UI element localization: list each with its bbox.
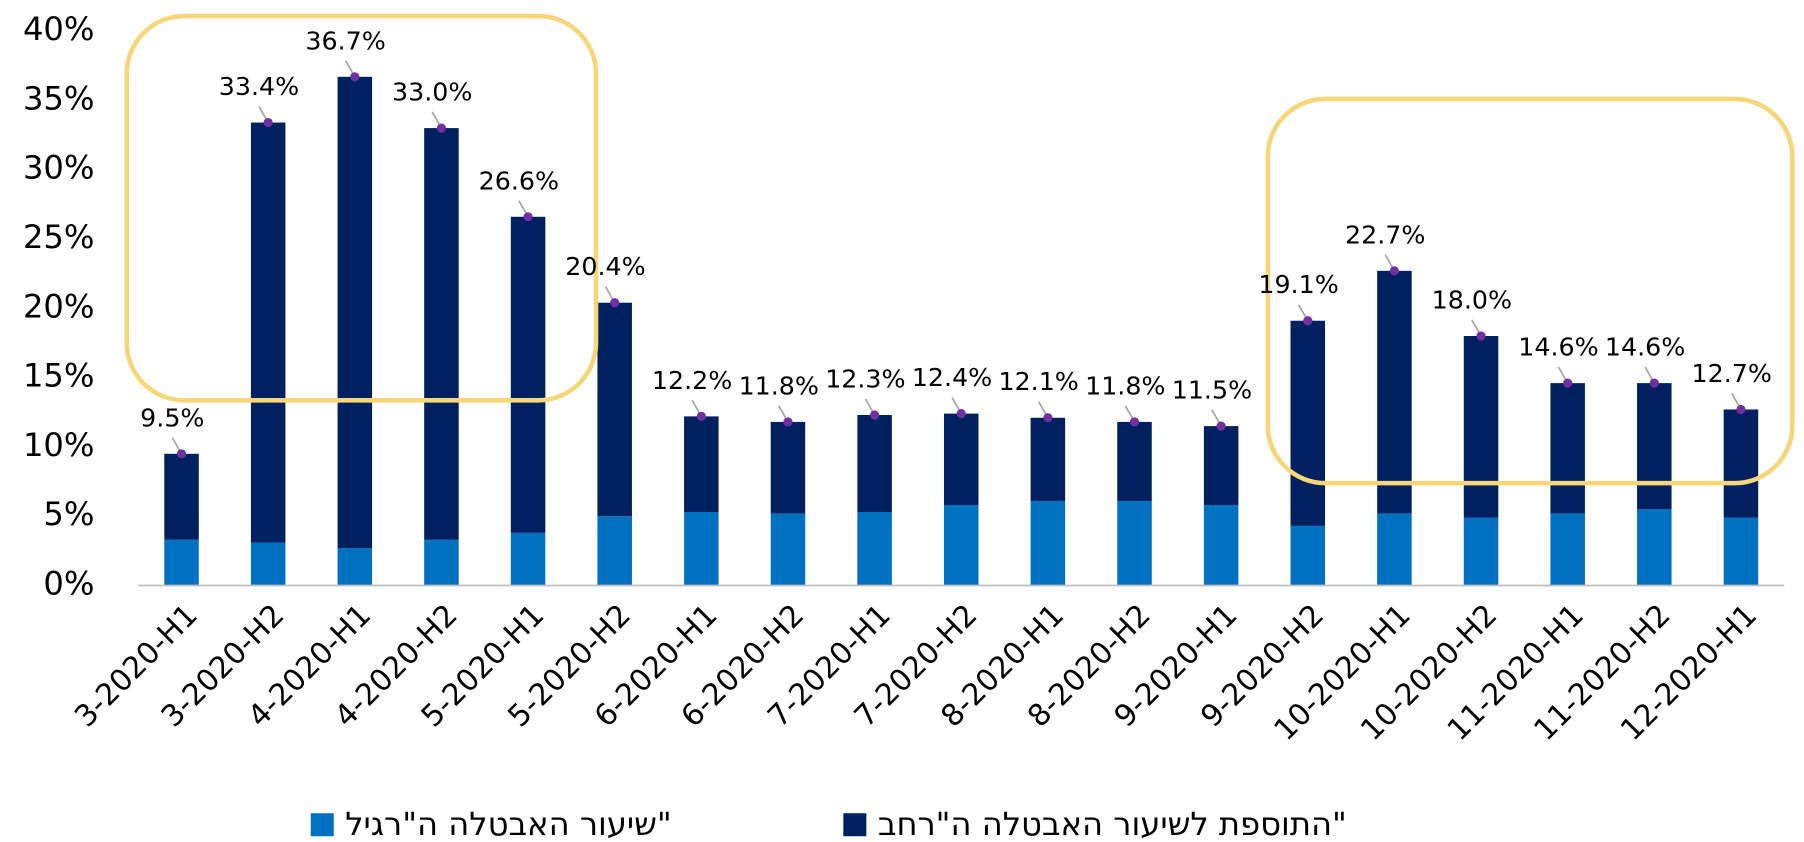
bar-segment xyxy=(1637,383,1672,510)
data-label: 14.6% xyxy=(1605,333,1685,362)
bar-segment xyxy=(684,416,719,513)
bar-segment xyxy=(1203,505,1239,586)
y-tick-label: 20% xyxy=(23,287,95,325)
bar-segment xyxy=(164,539,199,586)
legend-label: התוספת לשיעור האבטלה ה"רחב" xyxy=(878,805,1347,842)
data-label: 22.7% xyxy=(1345,220,1425,249)
data-label: 12.2% xyxy=(652,366,732,395)
data-label: 36.7% xyxy=(305,26,385,55)
bar-segment xyxy=(1723,517,1759,586)
bar-segment xyxy=(1723,409,1759,518)
bar-segment xyxy=(684,512,719,586)
y-tick-label: 10% xyxy=(23,426,95,464)
total-marker xyxy=(263,117,273,128)
bar-segment xyxy=(597,302,632,517)
data-label: 11.5% xyxy=(1172,376,1252,405)
legend-swatch xyxy=(310,813,334,837)
total-marker xyxy=(870,410,880,420)
total-marker xyxy=(1043,413,1053,423)
bar-segment xyxy=(770,513,806,586)
data-label: 26.6% xyxy=(479,166,559,195)
total-marker xyxy=(1649,378,1659,388)
total-marker xyxy=(610,298,620,308)
total-marker xyxy=(523,212,533,222)
y-tick-label: 25% xyxy=(23,218,95,256)
bar-segment xyxy=(510,532,546,586)
y-tick-label: 35% xyxy=(23,79,95,117)
bar-segment xyxy=(1377,513,1412,586)
bar-segment xyxy=(1290,320,1326,526)
bar-segment xyxy=(1463,335,1499,518)
data-label: 12.7% xyxy=(1692,359,1772,388)
bar-segment xyxy=(857,512,892,586)
legend-swatch xyxy=(843,813,867,837)
data-label: 11.8% xyxy=(739,371,819,400)
total-marker xyxy=(1476,331,1486,341)
y-tick-label: 0% xyxy=(43,564,94,602)
bar-segment xyxy=(943,413,979,506)
total-marker xyxy=(696,411,706,421)
data-label: 9.5% xyxy=(140,403,204,432)
data-label: 18.0% xyxy=(1432,285,1512,314)
bar-segment xyxy=(510,216,546,533)
y-tick-label: 40% xyxy=(23,10,95,48)
bar-segment xyxy=(1637,509,1672,586)
total-marker xyxy=(1563,378,1573,388)
bar-segment xyxy=(164,453,199,540)
total-marker xyxy=(783,417,793,427)
total-marker xyxy=(1303,316,1313,326)
highlight-box xyxy=(124,13,599,403)
total-marker xyxy=(956,409,966,419)
total-marker xyxy=(1736,404,1746,415)
y-tick-label: 15% xyxy=(23,357,95,395)
bar-segment xyxy=(1117,421,1152,501)
data-label: 19.1% xyxy=(1258,270,1338,299)
total-marker xyxy=(436,123,447,133)
total-marker xyxy=(1129,417,1140,427)
bar-segment xyxy=(1117,500,1152,586)
data-label: 33.4% xyxy=(219,72,299,101)
bar-segment xyxy=(770,421,806,514)
total-marker xyxy=(1216,421,1226,431)
bar-segment xyxy=(1290,525,1326,586)
plot-area xyxy=(164,76,1759,586)
bar-segment xyxy=(857,415,892,513)
bar-segment xyxy=(1030,500,1066,586)
data-label: 11.8% xyxy=(1085,371,1165,400)
total-marker xyxy=(176,449,187,459)
bar-segment xyxy=(1550,383,1585,514)
legend-label: שיעור האבטלה ה"רגיל" xyxy=(345,805,671,842)
bar-segment xyxy=(1463,517,1499,586)
bar-segment xyxy=(1550,513,1585,586)
total-marker xyxy=(1389,266,1400,276)
bar-segment xyxy=(1377,270,1412,514)
bar-segment xyxy=(597,516,632,586)
data-label: 20.4% xyxy=(565,252,645,281)
y-tick-label: 5% xyxy=(43,495,94,533)
bar-segment xyxy=(1030,417,1066,501)
y-tick-label: 30% xyxy=(23,149,95,187)
data-label: 12.3% xyxy=(825,364,905,393)
data-label: 14.6% xyxy=(1518,333,1598,362)
highlight-box xyxy=(1265,96,1795,486)
data-label: 33.0% xyxy=(392,78,472,107)
data-label: 12.4% xyxy=(912,363,992,392)
bar-segment xyxy=(250,542,286,586)
bar-segment xyxy=(424,128,459,540)
bar-segment xyxy=(250,122,286,543)
bar-segment xyxy=(424,539,459,586)
data-label: 12.1% xyxy=(998,367,1078,396)
bar-segment xyxy=(337,548,373,586)
bar-segment xyxy=(943,505,979,586)
bar-segment xyxy=(1203,426,1239,506)
bar-segment xyxy=(337,76,373,549)
total-marker xyxy=(350,72,360,82)
